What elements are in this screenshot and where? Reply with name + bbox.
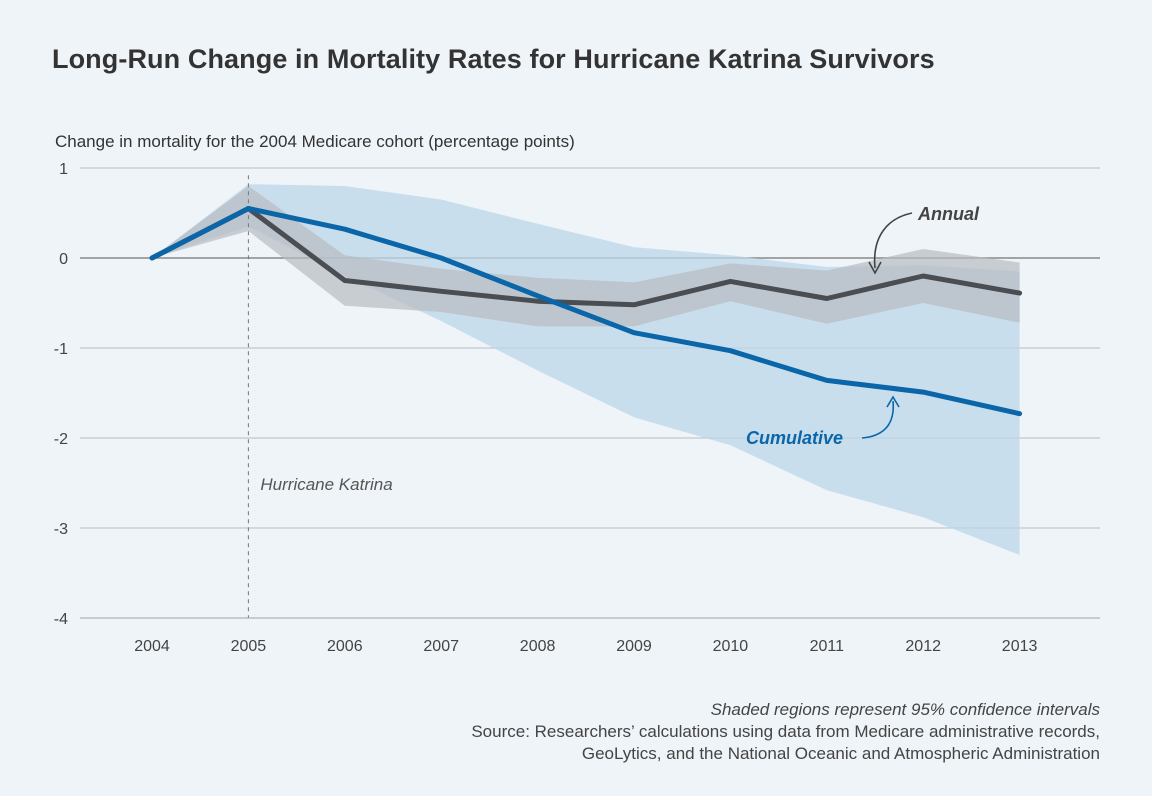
x-tick-label: 2004 xyxy=(134,638,170,655)
series-line-annual xyxy=(149,206,1023,308)
y-tick-label: -1 xyxy=(54,341,68,358)
ci-band-annual xyxy=(152,186,1020,327)
y-tick-label: 1 xyxy=(59,161,68,178)
series-line-cumulative xyxy=(149,206,1023,417)
x-tick-label: 2010 xyxy=(713,638,749,655)
x-tick-label: 2009 xyxy=(616,638,652,655)
ci-note: Shaded regions represent 95% confidence … xyxy=(710,700,1100,719)
x-tick-label: 2006 xyxy=(327,638,363,655)
x-tick-label: 2005 xyxy=(231,638,267,655)
x-tick-label: 2007 xyxy=(423,638,459,655)
annotation-cumulative: Cumulative xyxy=(746,428,843,448)
annotation-arrow-annual xyxy=(873,212,913,269)
annotation-arrowhead-cumulative xyxy=(886,395,900,408)
chart-title: Long-Run Change in Mortality Rates for H… xyxy=(52,44,935,74)
annotation-annual: Annual xyxy=(917,204,980,224)
annotation-arrow-cumulative xyxy=(861,400,895,439)
source-line-2: GeoLytics, and the National Oceanic and … xyxy=(581,744,1100,763)
footer: Shaded regions represent 95% confidence … xyxy=(471,699,1100,765)
x-tick-label: 2012 xyxy=(905,638,941,655)
y-tick-label: -3 xyxy=(54,521,68,538)
event-label: Hurricane Katrina xyxy=(260,475,392,494)
y-tick-label: 0 xyxy=(59,251,68,268)
x-tick-label: 2011 xyxy=(810,638,845,655)
y-axis-label: Change in mortality for the 2004 Medicar… xyxy=(55,132,575,151)
x-tick-label: 2008 xyxy=(520,638,556,655)
x-tick-label: 2013 xyxy=(1002,638,1038,655)
y-tick-label: -2 xyxy=(54,431,68,448)
source-line-1: Source: Researchers’ calculations using … xyxy=(471,722,1100,741)
annotation-arrowhead-annual xyxy=(868,261,882,275)
y-tick-label: -4 xyxy=(54,611,68,628)
